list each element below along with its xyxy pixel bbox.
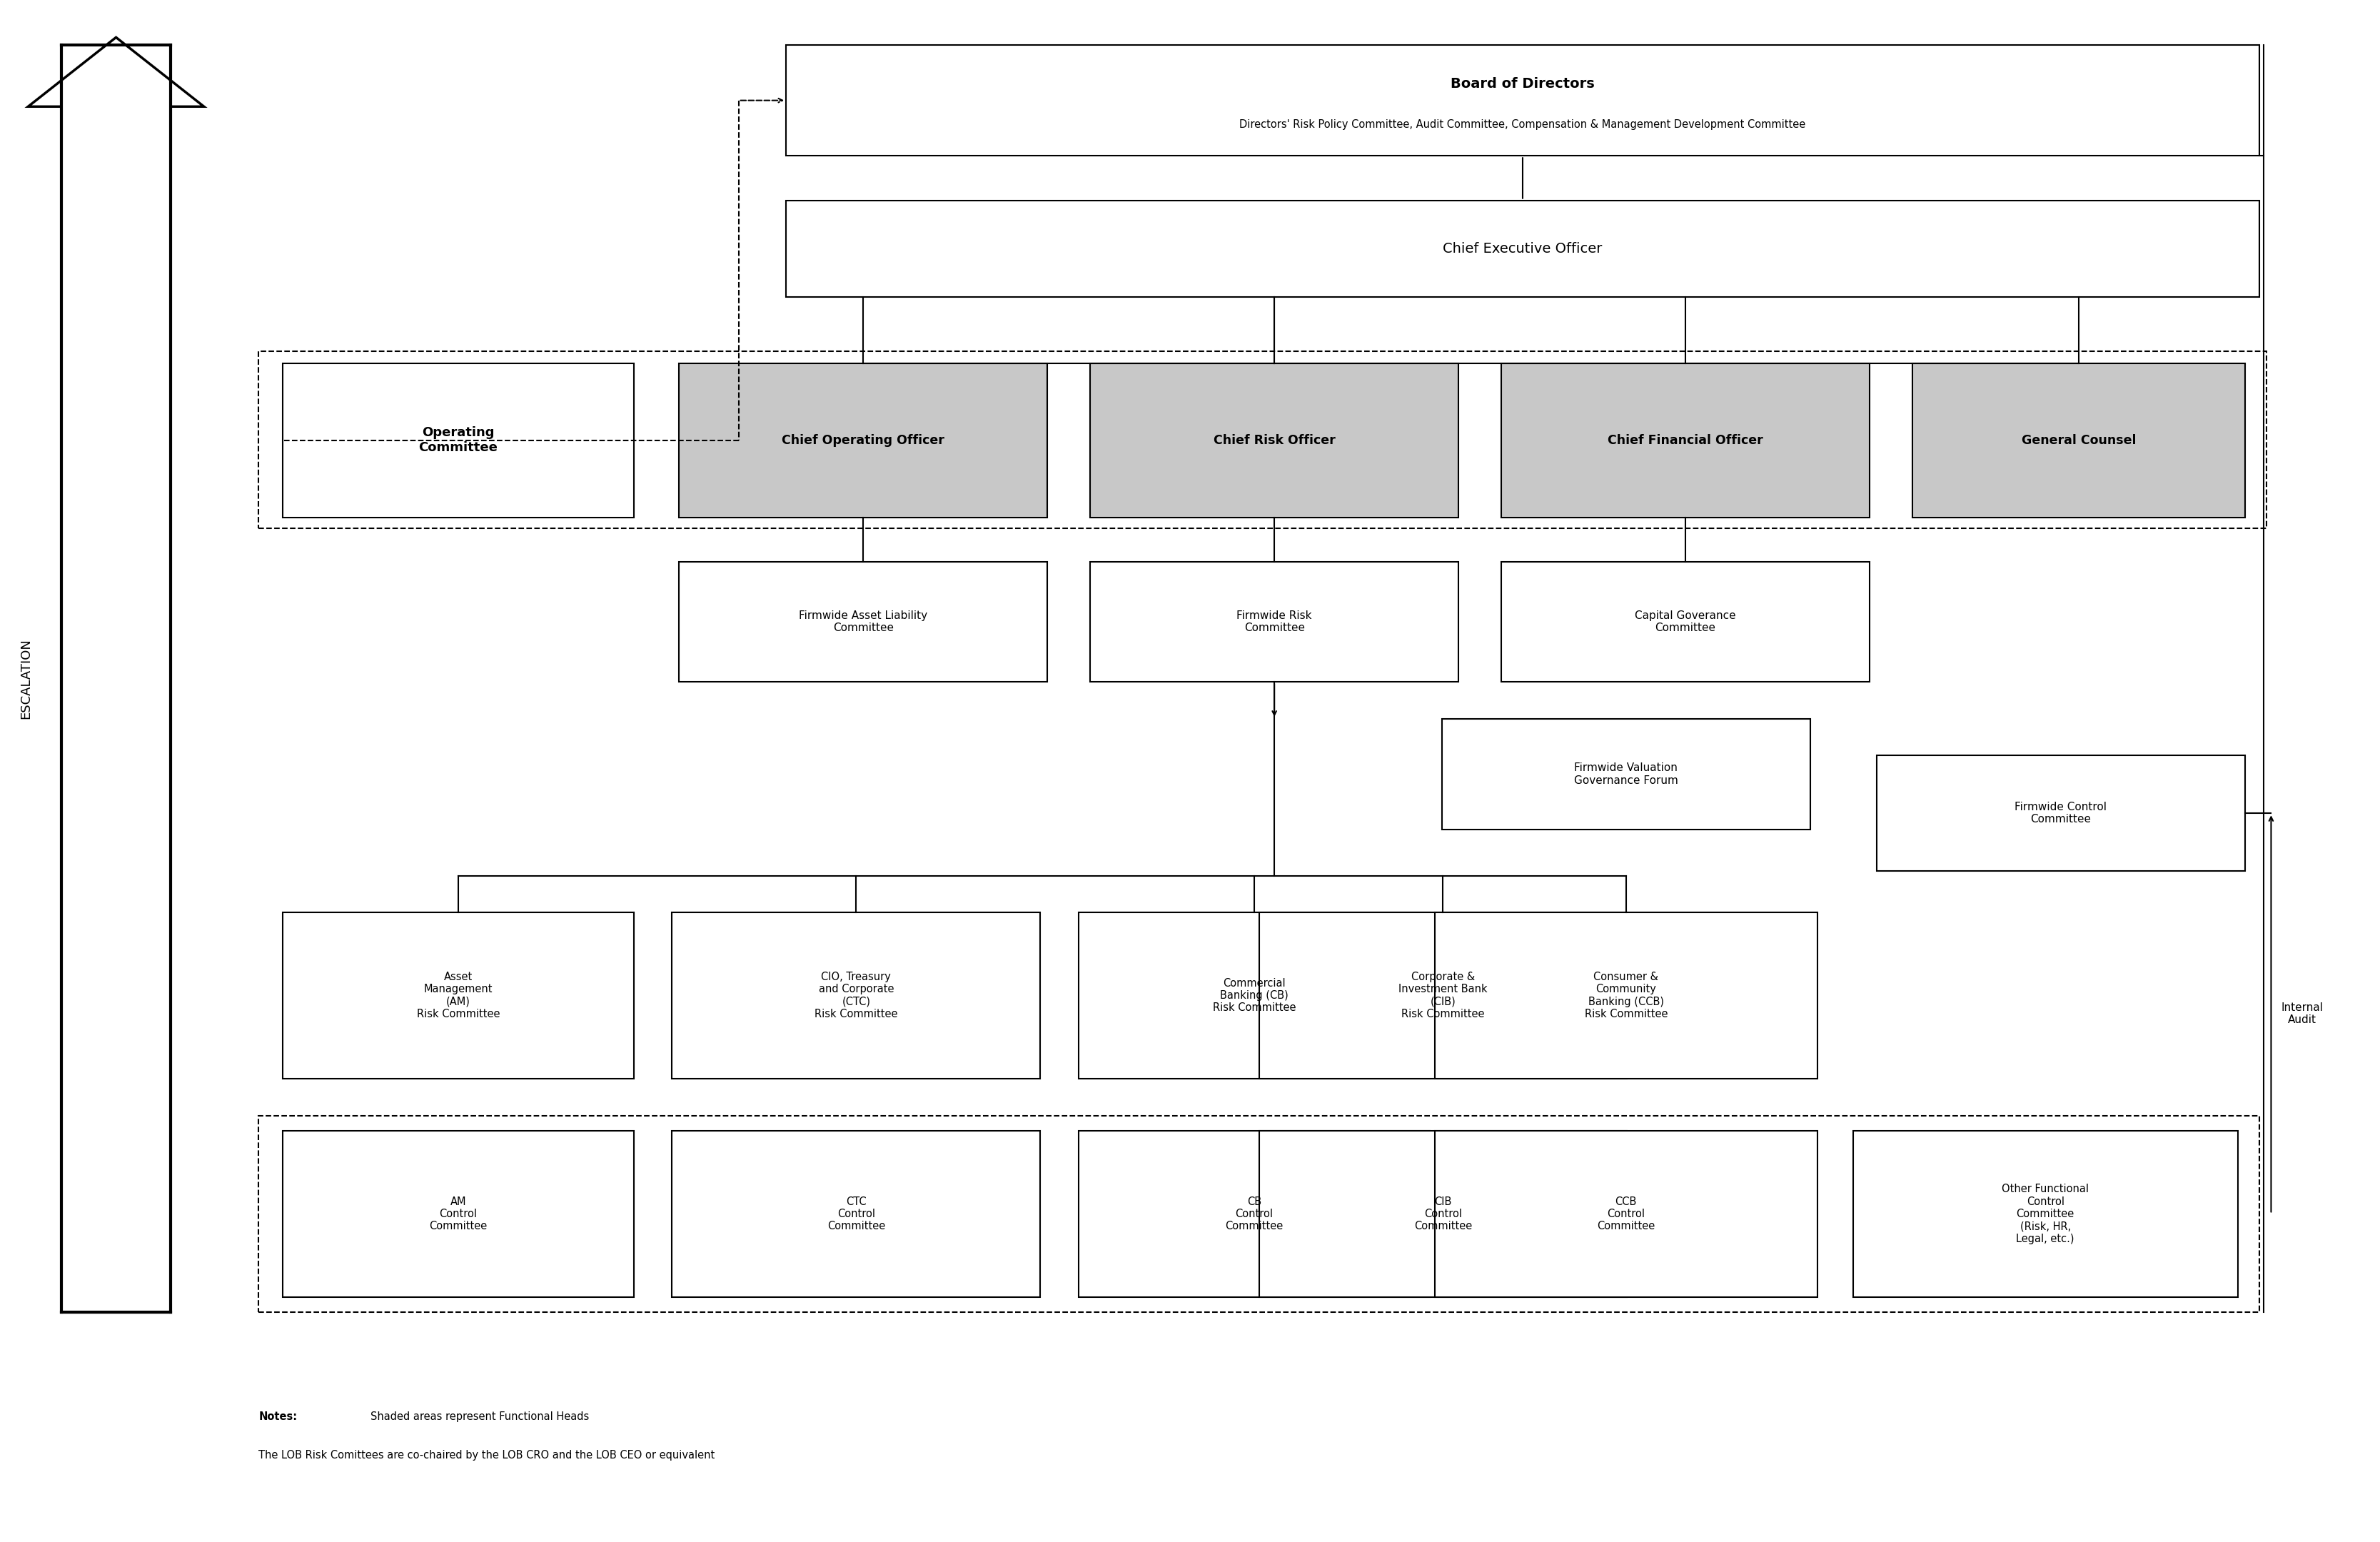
Text: Firmwide Asset Liability
Committee: Firmwide Asset Liability Committee (800, 611, 928, 634)
Text: Chief Operating Officer: Chief Operating Officer (783, 433, 945, 447)
FancyBboxPatch shape (1854, 1130, 2237, 1297)
Text: Chief Executive Officer: Chief Executive Officer (1442, 242, 1602, 256)
FancyBboxPatch shape (1259, 913, 1628, 1078)
FancyBboxPatch shape (1090, 561, 1459, 682)
Polygon shape (29, 37, 205, 1312)
FancyBboxPatch shape (671, 913, 1040, 1078)
FancyBboxPatch shape (1078, 1130, 1430, 1297)
FancyBboxPatch shape (1878, 756, 2244, 871)
Text: CIB
Control
Committee: CIB Control Committee (1414, 1197, 1473, 1232)
Text: AM
Control
Committee: AM Control Committee (428, 1197, 488, 1232)
FancyBboxPatch shape (283, 913, 633, 1078)
FancyBboxPatch shape (283, 1130, 633, 1297)
Text: Firmwide Valuation
Governance Forum: Firmwide Valuation Governance Forum (1573, 762, 1678, 785)
Text: Firmwide Control
Committee: Firmwide Control Committee (2016, 802, 2106, 825)
FancyBboxPatch shape (1259, 1130, 1628, 1297)
FancyBboxPatch shape (1435, 1130, 1818, 1297)
Text: CCB
Control
Committee: CCB Control Committee (1597, 1197, 1654, 1232)
FancyBboxPatch shape (1090, 364, 1459, 517)
Text: Board of Directors: Board of Directors (1452, 77, 1595, 91)
Text: Commercial
Banking (CB)
Risk Committee: Commercial Banking (CB) Risk Committee (1211, 978, 1295, 1013)
Text: CTC
Control
Committee: CTC Control Committee (828, 1197, 885, 1232)
Text: Firmwide Risk
Committee: Firmwide Risk Committee (1238, 611, 1311, 634)
Text: General Counsel: General Counsel (2021, 433, 2135, 447)
FancyBboxPatch shape (785, 200, 2259, 298)
Text: ESCALATION: ESCALATION (19, 638, 33, 719)
Text: Consumer &
Community
Banking (CCB)
Risk Committee: Consumer & Community Banking (CCB) Risk … (1585, 971, 1668, 1019)
Text: Other Functional
Control
Committee
(Risk, HR,
Legal, etc.): Other Functional Control Committee (Risk… (2002, 1184, 2090, 1244)
Text: Internal
Audit: Internal Audit (2280, 1002, 2323, 1025)
Text: Operating
Committee: Operating Committee (419, 427, 497, 455)
FancyBboxPatch shape (1442, 719, 1811, 830)
FancyBboxPatch shape (1502, 561, 1871, 682)
Text: Corporate &
Investment Bank
(CIB)
Risk Committee: Corporate & Investment Bank (CIB) Risk C… (1399, 971, 1488, 1019)
Text: Chief Risk Officer: Chief Risk Officer (1214, 433, 1335, 447)
FancyBboxPatch shape (678, 561, 1047, 682)
Text: CB
Control
Committee: CB Control Committee (1226, 1197, 1283, 1232)
Text: Asset
Management
(AM)
Risk Committee: Asset Management (AM) Risk Committee (416, 971, 500, 1019)
FancyBboxPatch shape (283, 364, 633, 517)
Text: Directors' Risk Policy Committee, Audit Committee, Compensation & Management Dev: Directors' Risk Policy Committee, Audit … (1240, 119, 1806, 130)
Text: Capital Goverance
Committee: Capital Goverance Committee (1635, 611, 1735, 634)
FancyBboxPatch shape (1435, 913, 1818, 1078)
Text: The LOB Risk Comittees are co-chaired by the LOB CRO and the LOB CEO or equivale: The LOB Risk Comittees are co-chaired by… (259, 1449, 714, 1460)
Text: Shaded areas represent Functional Heads: Shaded areas represent Functional Heads (371, 1411, 588, 1422)
FancyBboxPatch shape (785, 45, 2259, 156)
Text: Notes:: Notes: (259, 1411, 298, 1422)
FancyBboxPatch shape (1078, 913, 1430, 1078)
Text: Chief Financial Officer: Chief Financial Officer (1607, 433, 1764, 447)
FancyBboxPatch shape (671, 1130, 1040, 1297)
FancyBboxPatch shape (1502, 364, 1871, 517)
Text: CIO, Treasury
and Corporate
(CTC)
Risk Committee: CIO, Treasury and Corporate (CTC) Risk C… (814, 971, 897, 1019)
FancyBboxPatch shape (678, 364, 1047, 517)
FancyBboxPatch shape (1911, 364, 2244, 517)
